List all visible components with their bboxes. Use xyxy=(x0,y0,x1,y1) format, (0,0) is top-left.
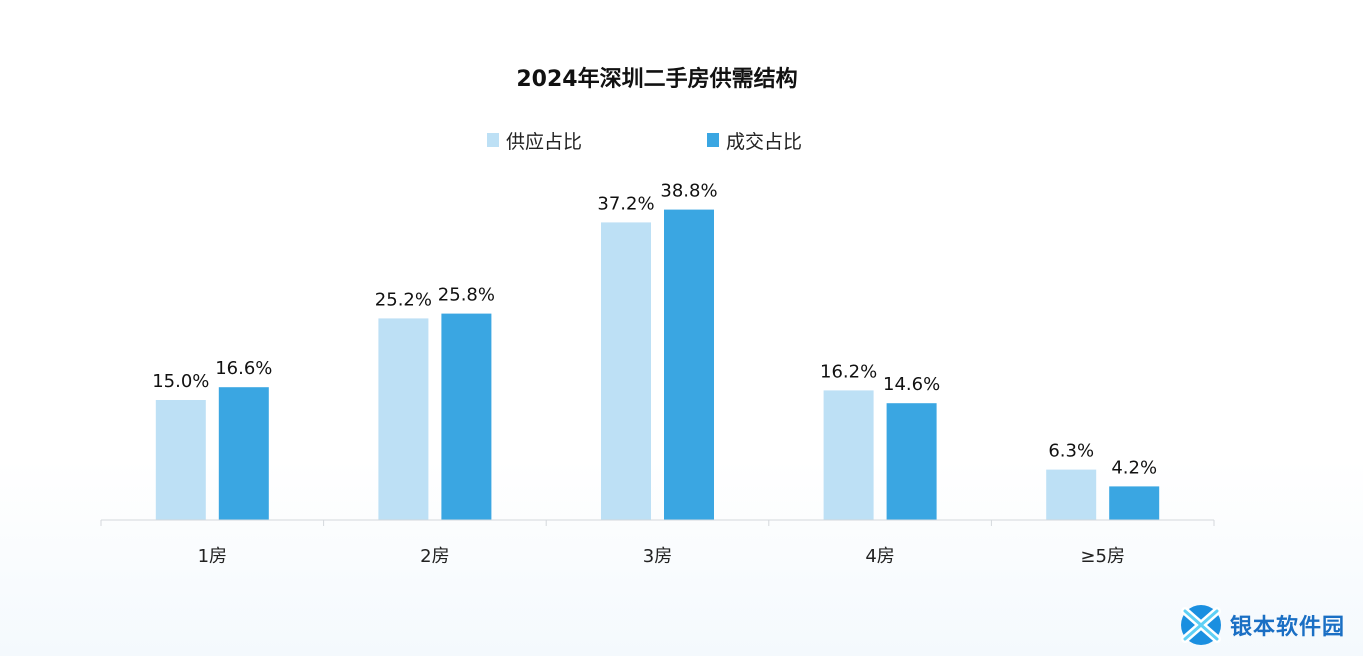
bars-area: 15.0% 16.6% 25.2% 25.8% 37.2% 38.8% 16.2% 14.6%… xyxy=(152,181,1160,520)
watermark-text: 银本软件园 xyxy=(1229,615,1345,640)
bar-2-1 xyxy=(218,387,269,520)
bar-1-3 xyxy=(601,222,651,520)
bar-1-1 xyxy=(155,400,206,520)
data-label-1-2: 25.2% xyxy=(375,289,432,310)
x-tick-label-4: 4房 xyxy=(865,546,894,567)
bar-1-2 xyxy=(378,318,429,520)
x-tick-label-5: ≥5房 xyxy=(1080,546,1125,567)
x-tick-label-2: 2房 xyxy=(420,546,449,567)
bar-2-2 xyxy=(441,313,492,520)
watermark: 银本软件园 xyxy=(1176,602,1345,648)
legend-swatch-1 xyxy=(487,133,499,147)
data-label-2-3: 38.8% xyxy=(660,181,717,202)
x-tick-label-1: 1房 xyxy=(198,546,227,567)
chart-title: 2024年深圳二手房供需结构 xyxy=(516,66,797,92)
data-label-1-4: 16.2% xyxy=(820,361,877,382)
legend-swatch-2 xyxy=(707,133,719,147)
x-tick-label-3: 3房 xyxy=(643,546,672,567)
legend-label-1: 供应占比 xyxy=(506,131,582,153)
data-label-1-1: 15.0% xyxy=(152,371,209,392)
bar-2-4 xyxy=(886,403,937,520)
data-label-1-3: 37.2% xyxy=(597,193,654,214)
bar-2-5 xyxy=(1109,486,1160,520)
data-label-2-2: 25.8% xyxy=(438,285,495,306)
data-label-1-5: 6.3% xyxy=(1048,441,1094,462)
legend-label-2: 成交占比 xyxy=(726,131,802,153)
bar-2-3 xyxy=(664,209,714,520)
bar-1-4 xyxy=(823,390,874,520)
logo-icon xyxy=(1180,605,1221,645)
x-axis-ticks xyxy=(100,520,1215,526)
data-label-2-1: 16.6% xyxy=(215,358,272,379)
x-axis-labels: 1房 2房 3房 4房 ≥5房 xyxy=(198,546,1125,567)
data-label-2-4: 14.6% xyxy=(883,374,940,395)
legend: 供应占比 成交占比 xyxy=(487,131,802,153)
bar-1-5 xyxy=(1046,469,1097,520)
data-label-2-5: 4.2% xyxy=(1111,457,1157,478)
